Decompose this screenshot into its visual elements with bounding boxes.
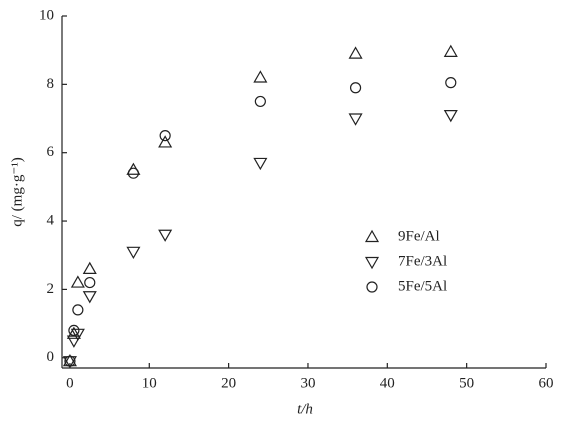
marker — [364, 229, 380, 243]
marker — [348, 113, 363, 126]
marker — [158, 229, 173, 242]
y-tick-label: 8 — [47, 76, 55, 92]
marker — [443, 44, 458, 57]
marker — [443, 110, 458, 123]
y-axis-label: q/ (mg·g⁻¹) — [9, 157, 25, 227]
y-tick-label: 6 — [47, 144, 55, 160]
marker — [348, 46, 363, 59]
marker — [82, 291, 97, 304]
marker — [70, 328, 85, 342]
marker — [364, 256, 380, 270]
legend-label: 9Fe/Al — [398, 228, 440, 244]
marker — [445, 77, 457, 89]
y-tick-label: 2 — [47, 281, 55, 297]
x-tick-label: 60 — [539, 375, 554, 391]
x-tick-label: 30 — [300, 375, 315, 391]
y-tick-label: 0 — [47, 349, 55, 365]
marker — [127, 167, 140, 179]
legend-label: 7Fe/3Al — [398, 253, 447, 269]
marker — [349, 82, 362, 94]
marker — [159, 130, 171, 142]
y-tick-label: 10 — [39, 7, 54, 23]
marker — [70, 275, 85, 288]
marker — [253, 70, 268, 83]
marker — [84, 276, 96, 289]
marker — [82, 261, 97, 274]
marker — [366, 281, 378, 293]
marker — [68, 324, 80, 337]
x-tick-label: 10 — [142, 375, 157, 391]
marker — [158, 135, 173, 148]
x-tick-label: 20 — [221, 375, 236, 391]
legend-label: 5Fe/5Al — [398, 278, 447, 294]
marker — [66, 335, 81, 348]
x-tick-label: 0 — [66, 375, 74, 391]
marker — [66, 326, 81, 339]
marker — [126, 246, 141, 260]
marker — [64, 355, 76, 367]
x-tick-label: 40 — [380, 375, 395, 391]
marker — [253, 157, 268, 171]
marker — [254, 95, 266, 108]
marker — [126, 162, 141, 175]
y-tick-label: 4 — [47, 212, 55, 228]
marker — [72, 304, 84, 316]
x-axis-label: t/h — [297, 401, 313, 417]
x-tick-label: 50 — [459, 375, 474, 391]
